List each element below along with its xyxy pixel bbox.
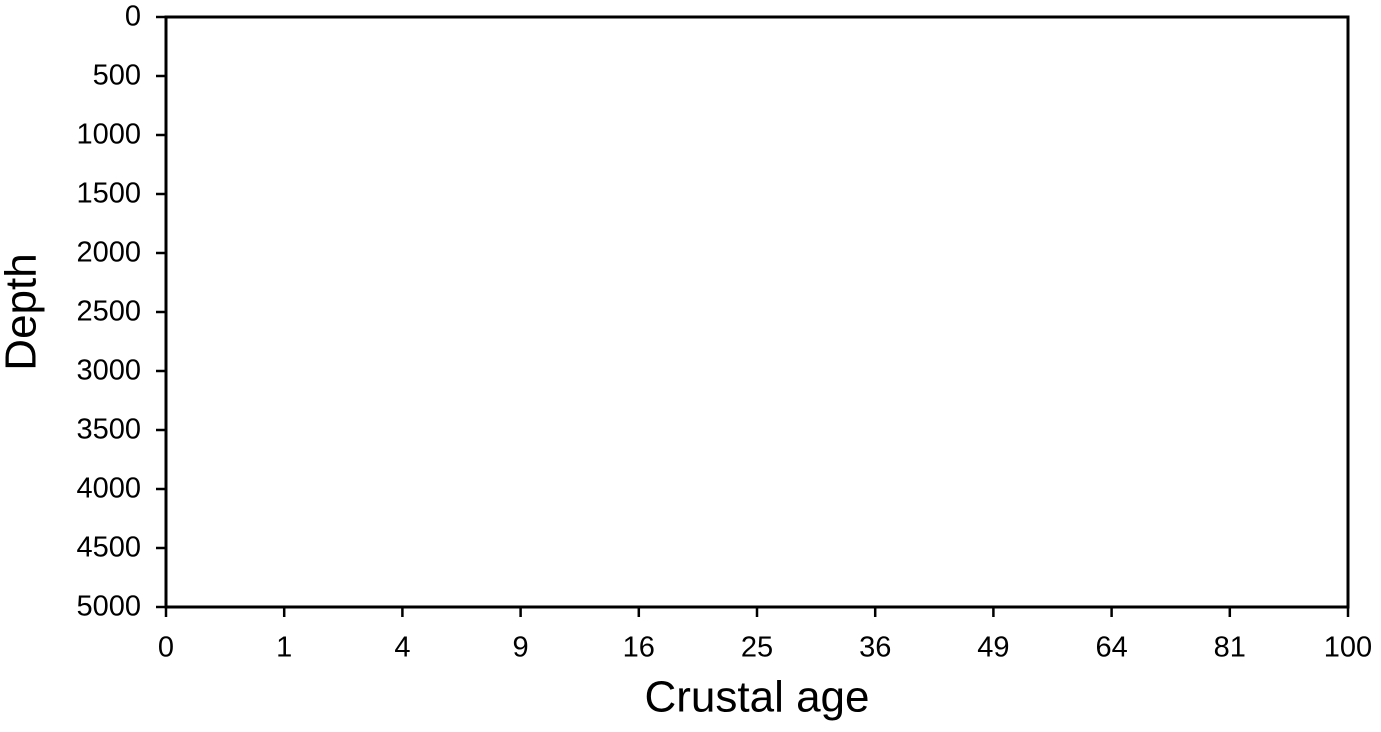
y-tick-label: 0 (125, 1, 141, 33)
y-tick-label: 3000 (76, 355, 141, 387)
y-tick-label: 500 (93, 60, 141, 92)
x-tick-label: 25 (741, 632, 773, 664)
x-tick-label: 36 (859, 632, 891, 664)
y-tick-label: 4500 (76, 532, 141, 564)
x-tick-label: 4 (394, 632, 410, 664)
x-tick-label: 9 (513, 632, 529, 664)
y-tick-label: 1500 (76, 178, 141, 210)
y-tick-label: 5000 (76, 591, 141, 623)
x-tick-label: 81 (1214, 632, 1246, 664)
y-tick-label: 2500 (76, 296, 141, 328)
y-tick-label: 3500 (76, 414, 141, 446)
x-tick-label: 49 (977, 632, 1009, 664)
y-tick-label: 1000 (76, 119, 141, 151)
y-tick-label: 2000 (76, 237, 141, 269)
x-axis-title: Crustal age (644, 673, 869, 722)
y-axis-title: Depth (0, 253, 46, 370)
y-tick-label: 4000 (76, 473, 141, 505)
x-tick-label: 100 (1324, 632, 1372, 664)
plot-frame (164, 15, 1350, 609)
x-tick-label: 1 (276, 632, 292, 664)
x-tick-label: 64 (1095, 632, 1127, 664)
x-tick-label: 16 (623, 632, 655, 664)
x-tick-label: 0 (158, 632, 174, 664)
